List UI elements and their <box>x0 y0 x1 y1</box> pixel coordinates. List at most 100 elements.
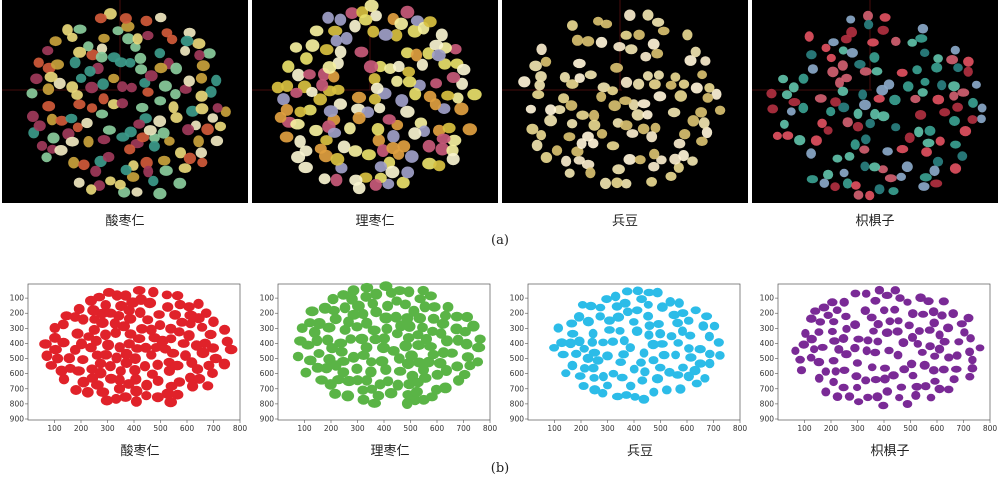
seed-region <box>643 311 654 321</box>
seed-particle <box>83 136 94 148</box>
seed-particle <box>649 148 660 160</box>
seed-particle <box>73 177 85 188</box>
seed-region <box>579 364 590 373</box>
seed-particle <box>182 124 195 136</box>
seed-particle <box>534 80 545 91</box>
seed-region <box>176 317 188 327</box>
seed-region <box>589 385 601 395</box>
seed-region <box>649 387 659 397</box>
seed-region <box>827 298 838 307</box>
seed-region <box>698 321 709 331</box>
seed-particle <box>781 90 793 100</box>
seed-region <box>567 360 578 371</box>
seed-region <box>208 316 219 328</box>
seed-particle <box>175 147 186 159</box>
seed-region <box>322 334 334 346</box>
seed-particle <box>780 119 789 129</box>
seed-region <box>672 371 684 379</box>
seed-particle <box>385 165 400 179</box>
seed-particle <box>838 46 848 55</box>
seed-particle <box>328 25 343 37</box>
y-tick-label: 900 <box>760 415 775 424</box>
seed-particle <box>929 165 940 177</box>
seed-region <box>123 339 135 349</box>
seed-region <box>361 317 373 329</box>
seed-particle <box>553 105 566 115</box>
seed-particle <box>140 156 153 169</box>
seed-particle <box>401 166 415 179</box>
seed-particle <box>606 141 620 151</box>
seed-region <box>45 361 57 370</box>
seed-particle <box>922 138 935 148</box>
seed-region <box>102 339 115 351</box>
seed-particle <box>183 152 196 164</box>
seed-region <box>169 310 182 320</box>
seed-particle <box>93 180 106 191</box>
seed-region <box>629 364 639 374</box>
seed-region <box>76 338 87 350</box>
seed-particle <box>85 81 99 94</box>
seed-particle <box>612 164 625 175</box>
seed-region <box>114 342 125 353</box>
seed-region <box>604 326 615 334</box>
seed-region <box>928 366 939 375</box>
seed-particle <box>327 127 342 138</box>
seed-region <box>574 336 585 347</box>
seed-particle <box>910 94 921 104</box>
seed-particle <box>121 21 135 32</box>
seed-particle <box>194 50 205 61</box>
seed-particle <box>446 144 459 157</box>
x-tick-label: 100 <box>47 424 62 433</box>
seed-region <box>705 349 715 359</box>
photo-caption: 理枣仁 <box>355 214 395 229</box>
seed-particle <box>195 90 208 102</box>
seed-particle <box>298 161 313 174</box>
y-tick-label: 400 <box>10 339 25 348</box>
seed-region <box>366 384 378 394</box>
seed-particle <box>874 184 885 195</box>
seed-region <box>391 296 403 306</box>
x-tick-label: 100 <box>547 424 562 433</box>
seed-region <box>411 377 424 388</box>
seed-particle <box>633 78 645 90</box>
seed-region <box>131 344 144 353</box>
seed-region <box>192 313 205 324</box>
seed-photo <box>502 0 726 190</box>
seed-region <box>312 318 326 329</box>
seed-particle <box>456 77 468 90</box>
seed-particle <box>830 97 841 107</box>
seed-particle <box>73 46 87 58</box>
seed-region <box>204 329 217 340</box>
seed-particle <box>869 52 880 63</box>
seed-region <box>105 373 118 384</box>
seed-region <box>632 286 644 296</box>
seed-region <box>626 381 636 391</box>
seed-photo <box>2 0 231 200</box>
seed-particle <box>846 15 856 24</box>
seed-region <box>154 320 166 331</box>
seed-particle <box>772 131 782 140</box>
seed-particle <box>49 36 62 47</box>
y-tick-label: 800 <box>760 399 775 408</box>
seed-particle <box>136 132 150 143</box>
seed-region <box>677 309 689 318</box>
plot-bingdou: 100 200 300 400 500 600 700 800 100 200 300 400 500 6… <box>506 278 750 446</box>
seed-region <box>934 344 945 354</box>
seed-particle <box>142 87 154 97</box>
seed-region <box>810 345 819 354</box>
seed-particle <box>838 102 850 113</box>
seed-particle <box>687 115 700 127</box>
seed-region <box>431 384 442 395</box>
seed-region <box>165 323 177 334</box>
seed-particle <box>316 78 329 92</box>
seed-region <box>685 331 696 340</box>
seed-region <box>653 320 664 328</box>
seed-particle <box>536 130 547 141</box>
seed-particle <box>130 42 141 52</box>
seed-region <box>619 298 631 308</box>
seed-particle <box>143 125 157 136</box>
x-tick-label: 800 <box>483 424 498 433</box>
seed-particle <box>131 187 143 197</box>
seed-particle <box>920 48 930 57</box>
seed-particle <box>786 107 796 116</box>
